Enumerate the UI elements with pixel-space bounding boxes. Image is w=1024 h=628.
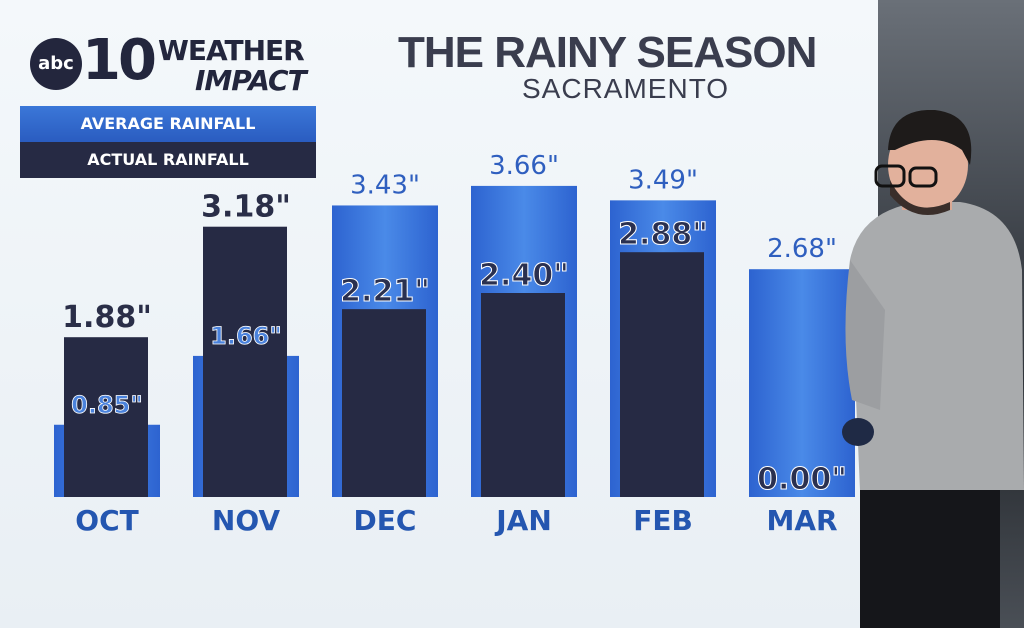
abc-logo: abc bbox=[30, 38, 82, 90]
actual-bar bbox=[342, 309, 426, 497]
average-value-label: 0.85" bbox=[71, 391, 143, 419]
show-name-line1: WEATHER bbox=[158, 34, 305, 67]
actual-value-label: 0.00" bbox=[757, 462, 847, 497]
actual-value-label: 2.88" bbox=[618, 217, 708, 252]
channel-number: 10 bbox=[82, 28, 157, 93]
actual-value-label: 2.40" bbox=[479, 258, 569, 293]
legend: AVERAGE RAINFALL ACTUAL RAINFALL bbox=[20, 106, 316, 178]
month-label: FEB bbox=[633, 504, 693, 537]
average-value-label: 1.66" bbox=[210, 322, 282, 350]
actual-bar bbox=[481, 293, 565, 497]
actual-value-label: 1.88" bbox=[62, 300, 152, 335]
average-value-label: 3.66" bbox=[489, 151, 559, 181]
month-label: NOV bbox=[212, 504, 280, 537]
average-value-label: 2.68" bbox=[767, 234, 837, 264]
bar-chart: 0.85" 1.88" OCT 1.66" 3.18" NOV 3.43" 2.21" DEC 3… bbox=[54, 151, 855, 537]
actual-bar bbox=[203, 226, 287, 497]
chart-subtitle: SACRAMENTO bbox=[522, 73, 730, 104]
show-name-line2: IMPACT bbox=[195, 64, 307, 97]
actual-value-label: 3.18" bbox=[201, 190, 291, 225]
chart-title: THE RAINY SEASON bbox=[398, 28, 817, 77]
month-label: MAR bbox=[766, 504, 837, 537]
graphic-panel bbox=[0, 0, 878, 628]
month-label: JAN bbox=[494, 504, 552, 537]
month-label: DEC bbox=[354, 504, 417, 537]
month-label: OCT bbox=[75, 504, 138, 537]
presenter bbox=[842, 110, 1024, 628]
average-bar bbox=[749, 269, 855, 497]
actual-bar bbox=[620, 252, 704, 497]
actual-value-label: 2.21" bbox=[340, 274, 430, 309]
average-value-label: 3.43" bbox=[350, 170, 420, 200]
average-value-label: 3.49" bbox=[628, 165, 698, 195]
legend-actual: ACTUAL RAINFALL bbox=[20, 142, 316, 178]
legend-average: AVERAGE RAINFALL bbox=[20, 106, 316, 142]
actual-bar bbox=[64, 337, 148, 497]
